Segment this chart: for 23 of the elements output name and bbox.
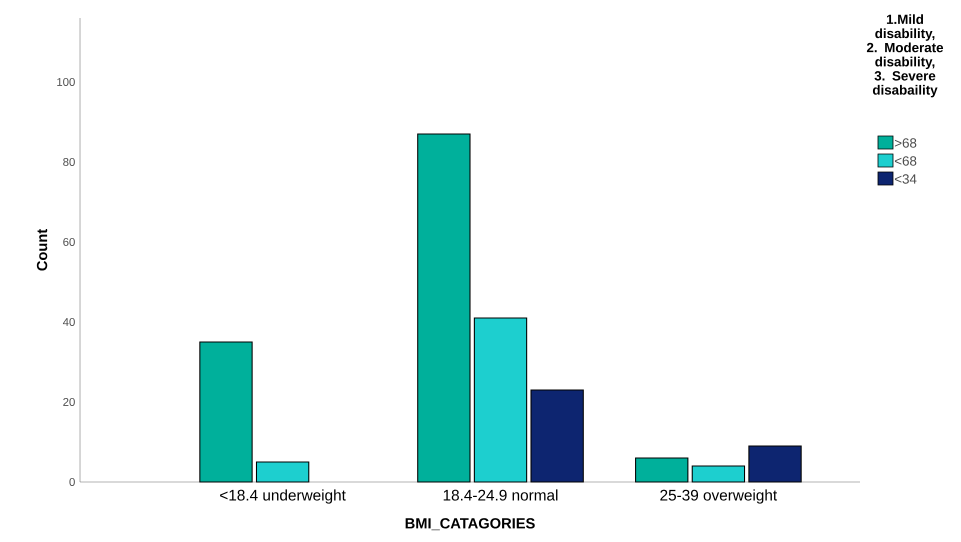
bar (748, 445, 802, 483)
bar (635, 457, 688, 483)
y-tick-label: 100 (57, 78, 75, 86)
bar (530, 389, 584, 483)
bar (417, 133, 471, 483)
y-axis-title: Count (36, 228, 48, 271)
x-tick-label: 18.4-24.9 normal (444, 489, 558, 501)
legend-title: 1.Mild disability, 2. Moderate disability, 3. Severe disabaility (866, 14, 944, 98)
y-tick-label: 60 (63, 238, 75, 246)
y-tick-label: 80 (63, 158, 75, 166)
bar (474, 317, 528, 483)
y-tick-label: 0 (69, 478, 75, 486)
legend-label: <68 (894, 156, 916, 166)
y-tick-label: 20 (63, 398, 75, 406)
y-tick-label: 40 (62, 318, 75, 326)
x-axis-title: BMI_CATAGORIES (406, 518, 535, 530)
bar (199, 341, 253, 483)
bar (256, 461, 310, 483)
legend-label: >68 (894, 138, 916, 148)
legend-label: <34 (894, 174, 916, 184)
bar (692, 465, 746, 483)
x-tick-label: <18.4 underweight (220, 489, 346, 504)
x-tick-label: 25-39 overweight (660, 489, 778, 504)
